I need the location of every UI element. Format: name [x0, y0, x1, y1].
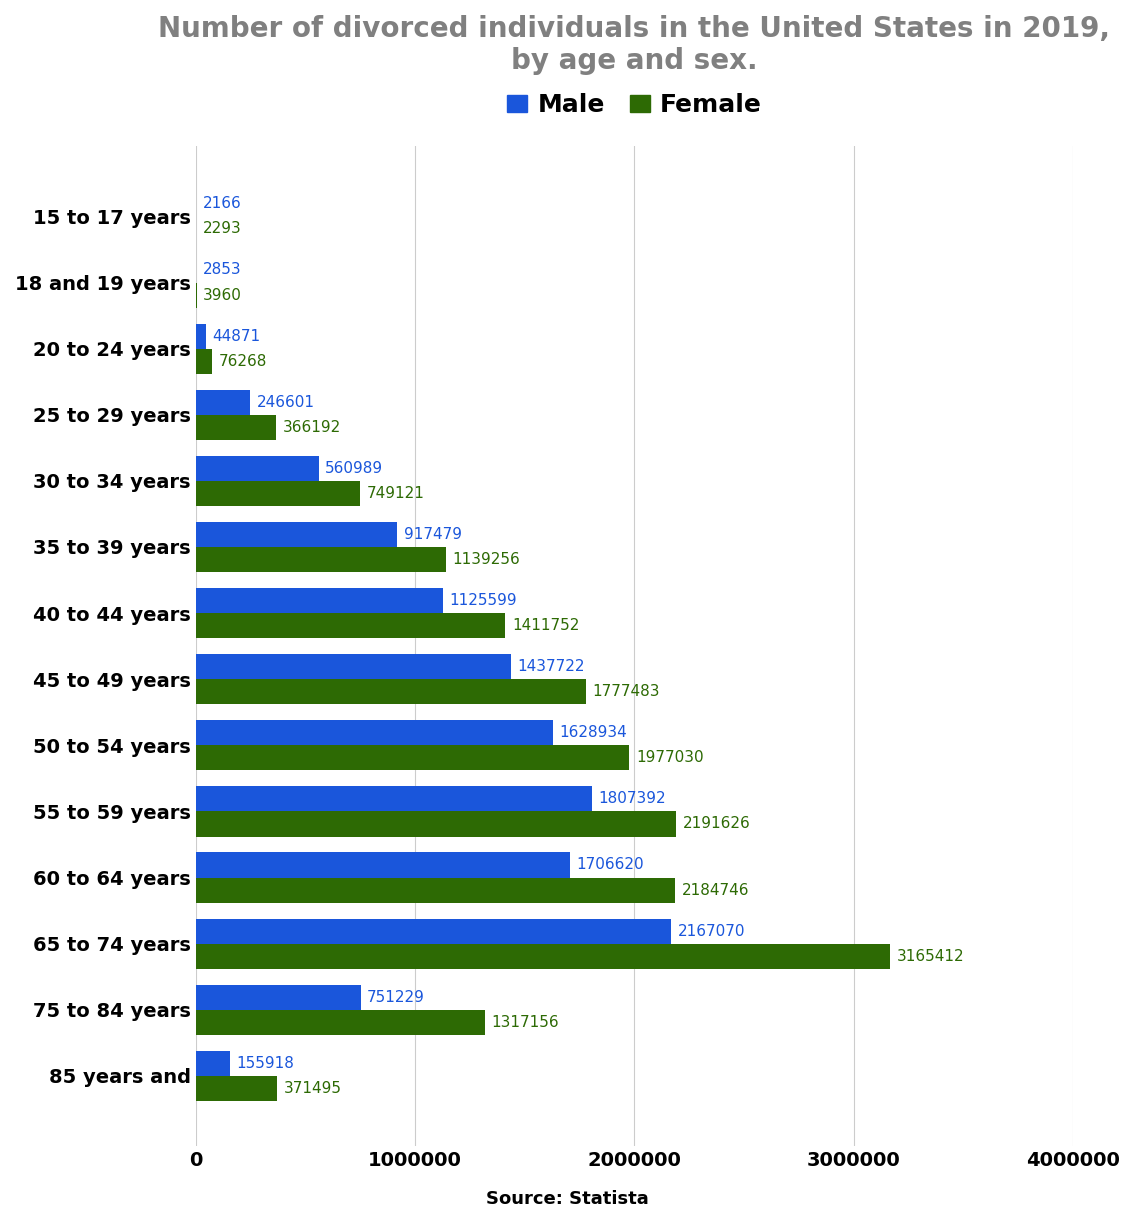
- Bar: [195, 720, 553, 745]
- Text: 2293: 2293: [203, 221, 242, 237]
- Text: 246601: 246601: [257, 395, 314, 409]
- Text: 76268: 76268: [219, 353, 268, 369]
- Text: 3165412: 3165412: [897, 948, 965, 964]
- Bar: [195, 456, 319, 480]
- Text: 1125599: 1125599: [449, 593, 516, 609]
- Text: 44871: 44871: [212, 329, 260, 343]
- Bar: [195, 943, 890, 969]
- Text: 917479: 917479: [404, 527, 462, 541]
- Text: 3960: 3960: [203, 287, 242, 303]
- Bar: [195, 877, 675, 903]
- Text: 1628934: 1628934: [560, 725, 628, 741]
- Text: 560989: 560989: [326, 461, 384, 475]
- Bar: [195, 1009, 485, 1035]
- Bar: [195, 745, 630, 770]
- Text: 366192: 366192: [283, 420, 340, 435]
- Text: 2184746: 2184746: [681, 882, 749, 898]
- Bar: [195, 480, 360, 506]
- Text: Source: Statista: Source: Statista: [486, 1190, 649, 1207]
- Bar: [195, 919, 671, 943]
- Bar: [195, 588, 443, 613]
- Text: 155918: 155918: [236, 1056, 294, 1070]
- Text: 749121: 749121: [367, 486, 424, 501]
- Bar: [195, 324, 205, 348]
- Bar: [195, 547, 446, 572]
- Text: 1807392: 1807392: [599, 792, 666, 807]
- Bar: [195, 390, 250, 414]
- Bar: [195, 522, 397, 547]
- Text: 1139256: 1139256: [452, 552, 520, 567]
- Bar: [195, 414, 276, 440]
- Legend: Male, Female: Male, Female: [497, 83, 772, 127]
- Bar: [195, 811, 676, 837]
- Bar: [195, 654, 511, 679]
- Text: 1977030: 1977030: [636, 750, 704, 765]
- Title: Number of divorced individuals in the United States in 2019,
by age and sex.: Number of divorced individuals in the Un…: [159, 15, 1110, 76]
- Bar: [195, 786, 592, 811]
- Text: 1317156: 1317156: [491, 1014, 558, 1030]
- Text: 1411752: 1411752: [512, 618, 579, 633]
- Bar: [195, 853, 570, 877]
- Text: 1777483: 1777483: [592, 684, 659, 699]
- Bar: [195, 348, 212, 374]
- Bar: [195, 679, 586, 704]
- Text: 751229: 751229: [367, 990, 424, 1004]
- Bar: [195, 1051, 230, 1075]
- Bar: [195, 985, 361, 1009]
- Bar: [195, 1075, 277, 1101]
- Text: 2167070: 2167070: [678, 924, 745, 938]
- Text: 2853: 2853: [203, 263, 242, 277]
- Bar: [195, 613, 505, 638]
- Text: 2191626: 2191626: [683, 816, 750, 831]
- Text: 2166: 2166: [203, 197, 242, 211]
- Text: 1706620: 1706620: [577, 858, 645, 873]
- Text: 1437722: 1437722: [518, 659, 586, 675]
- Text: 371495: 371495: [284, 1081, 342, 1096]
